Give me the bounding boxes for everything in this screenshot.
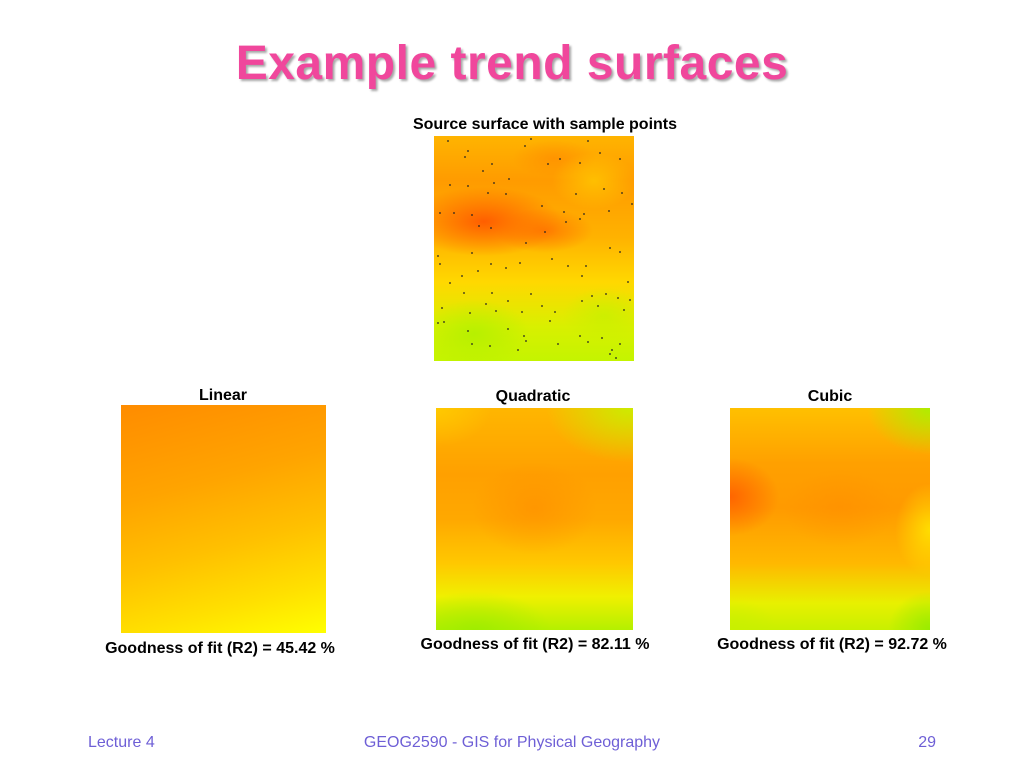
- cubic-label: Cubic: [807, 388, 853, 405]
- quadratic-surface-image: [436, 408, 633, 630]
- footer-lecture: Lecture 4: [88, 734, 155, 751]
- footer-course: GEOG2590 - GIS for Physical Geography: [363, 734, 661, 751]
- linear-fit-text: Goodness of fit (R2) = 45.42 %: [105, 640, 335, 657]
- source-caption: Source surface with sample points: [412, 116, 678, 133]
- sample-points: [437, 138, 633, 359]
- cubic-fit-text: Goodness of fit (R2) = 92.72 %: [717, 636, 947, 653]
- cubic-surface-image: [730, 408, 930, 630]
- source-surface-image: [434, 136, 634, 361]
- footer-page-number: 29: [918, 734, 936, 751]
- linear-surface-image: [121, 405, 326, 633]
- quadratic-fit-text: Goodness of fit (R2) = 82.11 %: [420, 636, 650, 653]
- linear-label: Linear: [198, 387, 247, 404]
- quadratic-label: Quadratic: [495, 388, 571, 405]
- slide-title: Example trend surfaces: [235, 37, 789, 90]
